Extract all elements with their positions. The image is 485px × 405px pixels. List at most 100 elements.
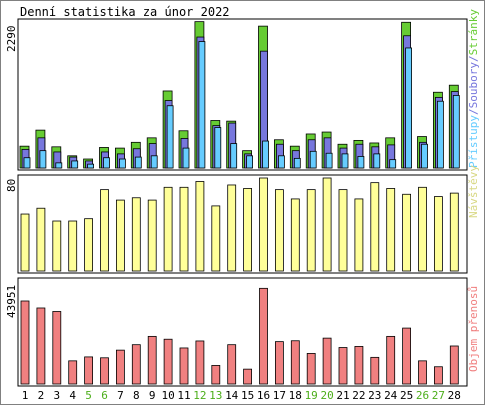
bar-objem-day-28 [449, 345, 459, 385]
bar-objem-day-26 [418, 360, 427, 385]
day-label-22: 22 [352, 389, 365, 402]
bar-objem-day-4 [68, 360, 78, 385]
bar-navstevy-day-11 [179, 186, 189, 272]
day-label-1: 1 [22, 389, 29, 402]
day-label-4: 4 [69, 389, 76, 402]
bar-objem-day-11 [179, 347, 189, 385]
bar-objem-day-10 [163, 338, 173, 385]
bar-navstevy-day-18 [290, 198, 300, 272]
bar-navstevy-day-24 [386, 188, 396, 272]
bar-pristupy-day-7 [119, 158, 126, 169]
bar-navstevy-day-4 [68, 220, 78, 272]
day-label-12: 12 [193, 389, 206, 402]
day-label-18: 18 [289, 389, 302, 402]
day-label-8: 8 [133, 389, 140, 402]
bar-objem-day-15 [243, 368, 253, 385]
bar-navstevy-day-27 [433, 196, 443, 272]
bar-pristupy-day-13 [214, 127, 222, 169]
day-labels: 1 2 3 4 5 6 7 8 9 10 11 12 13 14 15 16 17 18 19 20 21 22 23 24 2… [22, 389, 461, 402]
bar-pristupy-day-16 [262, 140, 269, 169]
bar-objem-day-7 [116, 349, 125, 385]
day-label-19: 19 [305, 389, 318, 402]
day-label-14: 14 [225, 389, 239, 402]
bar-navstevy-day-7 [116, 199, 125, 272]
bar-objem-day-13 [211, 365, 221, 385]
day-label-15: 15 [241, 389, 254, 402]
bar-navstevy-day-20 [322, 177, 332, 272]
bar-pristupy-day-14 [230, 143, 238, 169]
bar-objem-day-5 [84, 356, 93, 385]
bar-objem-day-3 [52, 311, 62, 385]
day-label-2: 2 [38, 389, 45, 402]
day-label-21: 21 [336, 389, 349, 402]
bar-navstevy-day-13 [211, 205, 221, 272]
day-label-5: 5 [85, 389, 92, 402]
bar-navstevy-day-23 [370, 182, 380, 272]
bar-objem-day-2 [36, 307, 46, 385]
bar-pristupy-day-12 [198, 41, 206, 169]
bar-navstevy-day-6 [100, 189, 109, 272]
bar-objem-day-12 [195, 340, 205, 385]
day-label-10: 10 [161, 389, 174, 402]
day-label-17: 17 [273, 389, 286, 402]
visits-ymax-label: 80 [5, 179, 18, 192]
bar-objem-day-1 [20, 300, 30, 385]
day-label-13: 13 [209, 389, 222, 402]
bar-objem-day-23 [370, 356, 380, 385]
bar-pristupy-day-27 [436, 100, 444, 169]
day-label-6: 6 [101, 389, 108, 402]
bar-navstevy-day-9 [147, 199, 157, 272]
bar-pristupy-day-22 [357, 156, 365, 169]
svg-text:Přístupy/Soubory/Stránky: Přístupy/Soubory/Stránky [467, 9, 480, 168]
bar-pristupy-day-21 [341, 153, 349, 169]
bar-objem-day-22 [354, 346, 364, 385]
bar-objem-day-9 [147, 335, 157, 385]
traffic-bars [20, 287, 459, 385]
bar-pristupy-day-15 [246, 155, 254, 169]
day-label-3: 3 [53, 389, 60, 402]
bar-pristupy-day-11 [182, 147, 190, 169]
bar-navstevy-day-19 [306, 189, 316, 272]
bar-navstevy-day-28 [449, 192, 459, 272]
bar-objem-day-24 [386, 335, 396, 385]
bar-navstevy-day-12 [195, 181, 205, 272]
bar-objem-day-16 [259, 287, 268, 385]
visits-bars [20, 177, 459, 272]
bar-pristupy-day-8 [134, 156, 142, 169]
bar-pristupy-day-23 [373, 153, 381, 169]
bar-objem-day-17 [274, 341, 284, 385]
access-chart-frame [17, 18, 468, 171]
bar-navstevy-day-26 [418, 186, 427, 272]
legend-pristupy: Přístupy [467, 115, 480, 168]
bar-navstevy-day-3 [52, 220, 62, 272]
day-label-23: 23 [368, 389, 381, 402]
bar-pristupy-day-25 [405, 47, 413, 169]
day-label-16: 16 [257, 389, 270, 402]
bar-pristupy-day-17 [277, 155, 285, 169]
chart-title: Denní statistika za únor 2022 [20, 5, 230, 19]
legend-navstevy: Návštěvy [467, 165, 480, 218]
bar-objem-day-25 [402, 327, 412, 385]
bar-pristupy-day-6 [103, 157, 110, 169]
bar-navstevy-day-21 [338, 189, 348, 272]
bar-navstevy-day-25 [402, 193, 412, 272]
legend-objem: Objem přenosů [467, 286, 480, 372]
bar-pristupy-day-10 [166, 105, 174, 169]
legend-sep-2: / [467, 55, 480, 62]
bar-pristupy-day-19 [309, 150, 317, 169]
day-label-9: 9 [149, 389, 156, 402]
bar-navstevy-day-15 [243, 188, 253, 272]
bar-navstevy-day-1 [20, 213, 30, 272]
bar-objem-day-14 [227, 344, 237, 385]
bar-navstevy-day-8 [131, 197, 141, 272]
bar-pristupy-day-20 [325, 152, 333, 169]
bar-pristupy-day-24 [389, 159, 397, 169]
bar-navstevy-day-10 [163, 186, 173, 272]
day-label-11: 11 [177, 389, 190, 402]
access-legend: Přístupy/Soubory/Stránky [467, 9, 480, 168]
day-label-26: 26 [416, 389, 429, 402]
day-label-7: 7 [117, 389, 124, 402]
bar-objem-day-8 [131, 344, 141, 385]
